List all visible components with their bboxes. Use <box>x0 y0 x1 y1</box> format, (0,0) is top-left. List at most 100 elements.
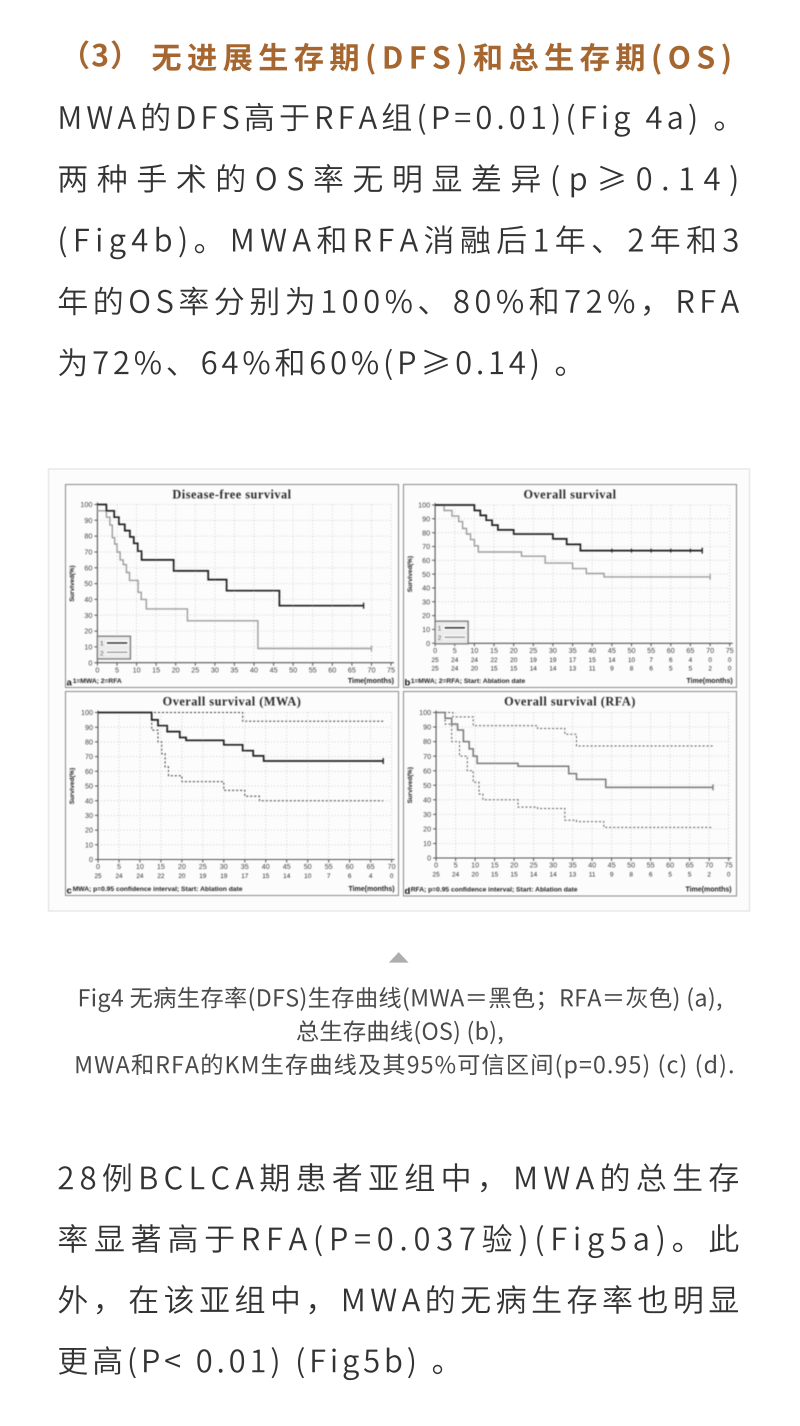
svg-text:17: 17 <box>569 657 577 664</box>
svg-text:100: 100 <box>419 708 431 717</box>
svg-text:25: 25 <box>529 646 537 655</box>
svg-text:5: 5 <box>454 861 458 870</box>
svg-text:Overall survival: Overall survival <box>523 488 616 502</box>
svg-text:80: 80 <box>422 528 430 537</box>
svg-text:35: 35 <box>230 665 238 674</box>
svg-text:5: 5 <box>117 862 121 871</box>
svg-text:55: 55 <box>309 665 317 674</box>
svg-text:25: 25 <box>432 666 440 673</box>
svg-text:24: 24 <box>452 872 460 879</box>
svg-text:45: 45 <box>283 862 291 871</box>
svg-text:14: 14 <box>550 872 558 879</box>
svg-text:d: d <box>405 886 411 897</box>
svg-text:10: 10 <box>628 657 636 664</box>
svg-text:22: 22 <box>490 657 498 664</box>
svg-text:20: 20 <box>510 861 518 870</box>
svg-text:70: 70 <box>705 861 713 870</box>
svg-text:80: 80 <box>85 738 93 747</box>
svg-text:10: 10 <box>304 873 312 880</box>
svg-text:10: 10 <box>136 862 144 871</box>
svg-text:60: 60 <box>328 665 336 674</box>
svg-text:22: 22 <box>157 873 165 880</box>
svg-text:30: 30 <box>84 611 92 620</box>
svg-text:19: 19 <box>549 657 557 664</box>
svg-text:100: 100 <box>81 708 93 717</box>
svg-text:25: 25 <box>94 873 102 880</box>
svg-text:10: 10 <box>422 625 430 634</box>
svg-text:5: 5 <box>689 666 693 673</box>
svg-text:15: 15 <box>152 665 160 674</box>
svg-text:25: 25 <box>530 861 538 870</box>
svg-text:13: 13 <box>569 872 577 879</box>
svg-text:50: 50 <box>422 570 430 579</box>
svg-text:30: 30 <box>211 665 219 674</box>
svg-text:0: 0 <box>427 854 431 863</box>
svg-text:75: 75 <box>726 646 734 655</box>
svg-text:Time(months): Time(months) <box>348 678 394 685</box>
svg-text:15: 15 <box>491 861 499 870</box>
svg-text:1=MWA; 2=RFA; Start: Ablation: 1=MWA; 2=RFA; Start: Ablation date <box>411 678 526 685</box>
svg-text:35: 35 <box>241 862 249 871</box>
svg-text:6: 6 <box>348 873 352 880</box>
svg-text:45: 45 <box>608 861 616 870</box>
svg-text:20: 20 <box>178 862 186 871</box>
svg-text:24: 24 <box>451 657 459 664</box>
svg-text:25: 25 <box>432 657 440 664</box>
svg-text:30: 30 <box>549 646 557 655</box>
svg-text:30: 30 <box>220 862 228 871</box>
svg-text:24: 24 <box>115 873 123 880</box>
svg-text:45: 45 <box>270 665 278 674</box>
svg-text:80: 80 <box>84 532 92 541</box>
svg-text:50: 50 <box>304 862 312 871</box>
svg-text:75: 75 <box>387 665 395 674</box>
svg-text:14: 14 <box>608 657 616 664</box>
svg-text:24: 24 <box>136 873 144 880</box>
svg-text:15: 15 <box>589 657 597 664</box>
svg-text:0: 0 <box>95 665 99 674</box>
svg-text:40: 40 <box>250 665 258 674</box>
svg-text:19: 19 <box>220 873 228 880</box>
svg-text:0: 0 <box>434 861 438 870</box>
svg-text:40: 40 <box>423 795 431 804</box>
svg-text:20: 20 <box>471 666 479 673</box>
svg-text:9: 9 <box>610 666 614 673</box>
svg-text:0: 0 <box>727 872 731 879</box>
svg-text:13: 13 <box>569 666 577 673</box>
svg-text:60: 60 <box>667 646 675 655</box>
svg-text:Survived(%): Survived(%) <box>69 768 76 804</box>
svg-text:4: 4 <box>689 657 693 664</box>
svg-text:19: 19 <box>530 657 538 664</box>
svg-text:0: 0 <box>728 666 732 673</box>
svg-text:0: 0 <box>390 873 394 880</box>
svg-text:50: 50 <box>289 665 297 674</box>
svg-text:0: 0 <box>708 657 712 664</box>
svg-text:55: 55 <box>647 861 655 870</box>
svg-text:20: 20 <box>422 611 430 620</box>
svg-text:2: 2 <box>707 872 711 879</box>
svg-text:90: 90 <box>84 516 92 525</box>
svg-text:25: 25 <box>191 665 199 674</box>
svg-text:15: 15 <box>511 872 519 879</box>
svg-text:60: 60 <box>666 861 674 870</box>
svg-text:1: 1 <box>100 641 104 648</box>
svg-text:40: 40 <box>85 796 93 805</box>
svg-text:65: 65 <box>348 665 356 674</box>
svg-text:20: 20 <box>178 873 186 880</box>
svg-text:b: b <box>405 678 411 689</box>
svg-text:50: 50 <box>84 579 92 588</box>
svg-text:Survived(%): Survived(%) <box>69 565 76 601</box>
svg-text:2: 2 <box>438 635 442 642</box>
svg-text:20: 20 <box>84 627 92 636</box>
svg-text:0: 0 <box>433 646 437 655</box>
svg-text:20: 20 <box>510 657 518 664</box>
svg-text:17: 17 <box>241 873 249 880</box>
svg-text:Time(months): Time(months) <box>687 678 733 685</box>
svg-text:20: 20 <box>423 825 431 834</box>
svg-text:15: 15 <box>491 872 499 879</box>
svg-text:60: 60 <box>346 862 354 871</box>
svg-text:100: 100 <box>80 500 92 509</box>
svg-text:10: 10 <box>85 840 93 849</box>
svg-text:35: 35 <box>569 861 577 870</box>
svg-text:35: 35 <box>569 646 577 655</box>
svg-text:11: 11 <box>589 872 596 879</box>
